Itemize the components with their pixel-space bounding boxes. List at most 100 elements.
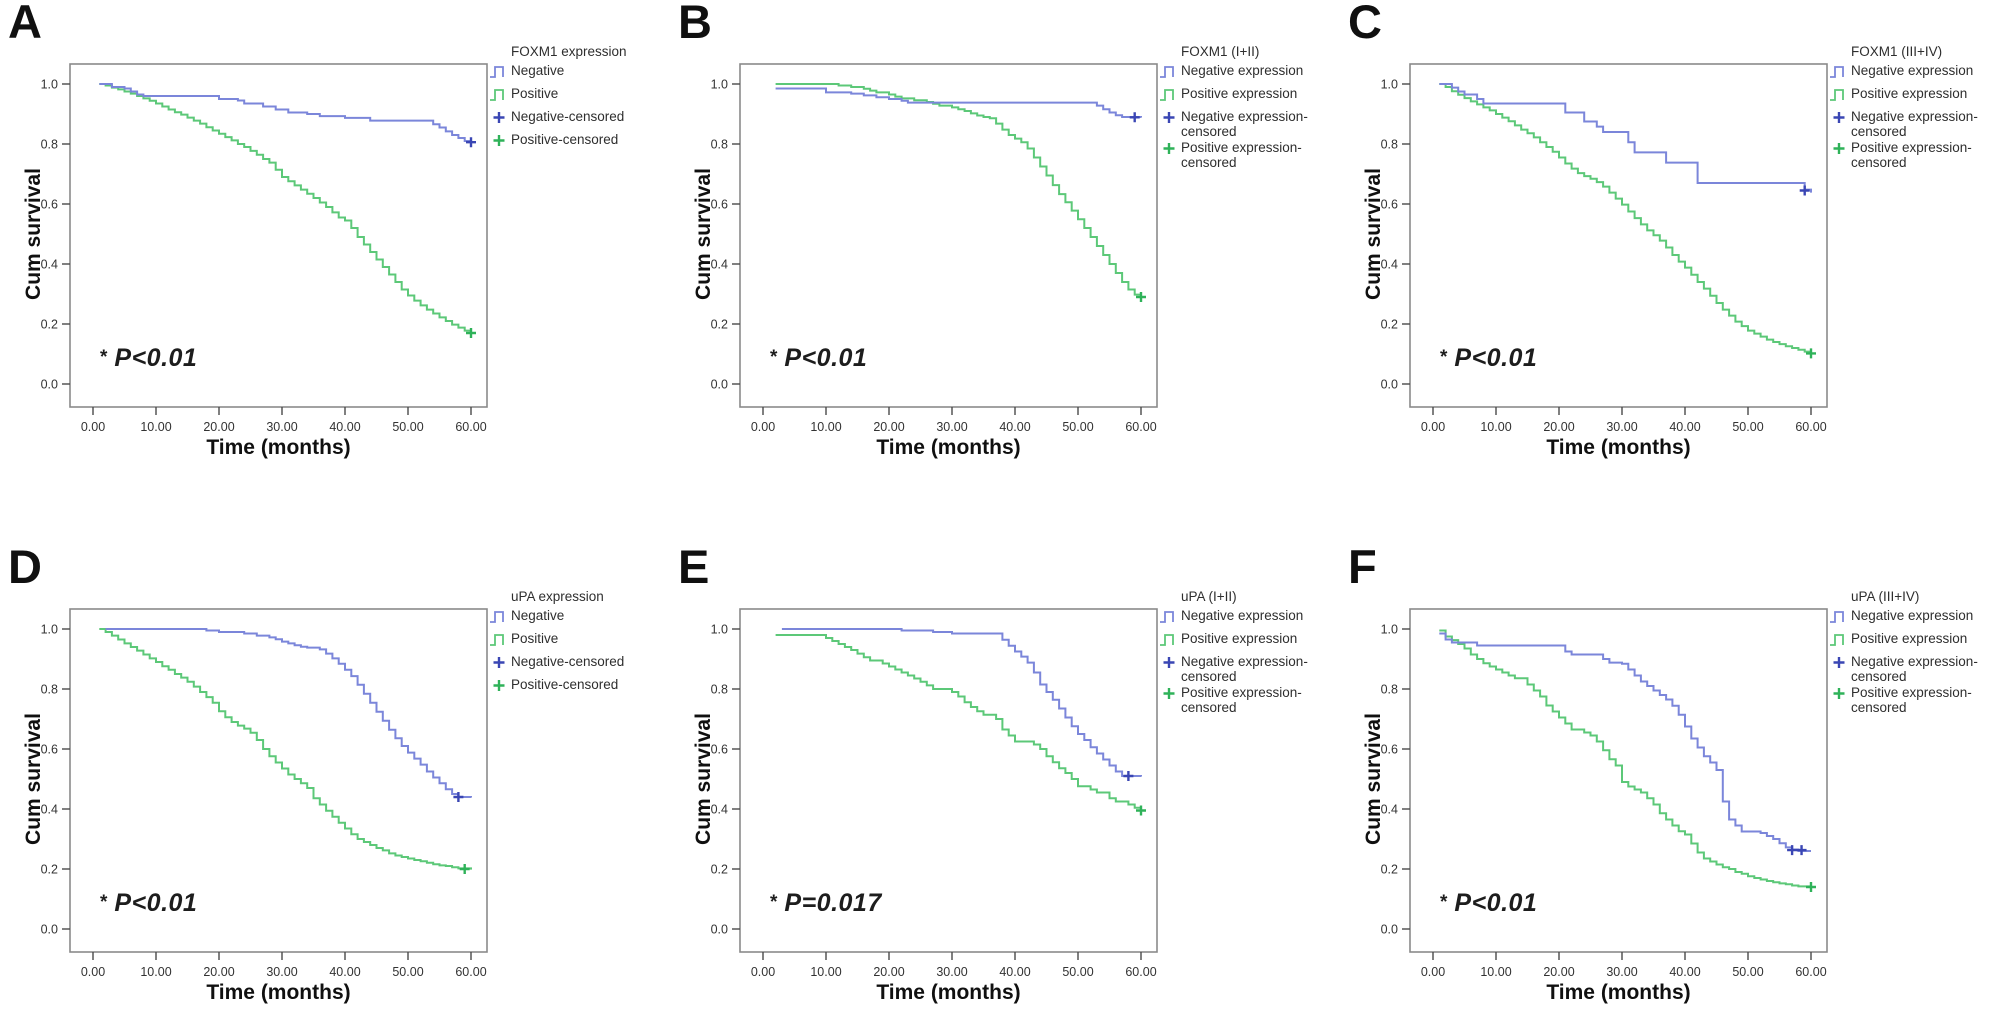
legend-glyph <box>489 631 511 653</box>
x-axis-title: Time (months) <box>206 981 351 1004</box>
km-plot: 0.0 0.2 0.4 0.6 0.8 1.0 0.00 10.00 20.00 30.00 40.… <box>711 608 1158 979</box>
panel-letter: E <box>678 540 711 593</box>
survival-curve-negative <box>1439 83 1812 193</box>
y-tick-label: 1.0 <box>41 623 58 637</box>
positive-censored-plus-icon <box>493 680 505 691</box>
x-tick-label: 20.00 <box>203 420 234 434</box>
x-tick-label: 10.00 <box>810 965 841 979</box>
y-tick-label: 0.0 <box>1381 378 1398 392</box>
y-tick-label: 0.4 <box>1381 803 1398 817</box>
positive-step-line-icon <box>1830 89 1844 101</box>
legend-item-label: Negative expression <box>1851 63 1974 78</box>
legend-glyph <box>1829 631 1851 653</box>
x-tick-label: 60.00 <box>455 965 486 979</box>
positive-censored-plus-icon <box>1163 688 1175 700</box>
y-tick-label: 0.0 <box>41 923 58 937</box>
significance-asterisk: * <box>1440 347 1448 368</box>
survival-panel-A: A Cum survival 0.0 0.2 0.4 0.6 0.8 1.0 0.00 10.… <box>0 0 668 483</box>
negative-censored-plus-icon <box>493 657 505 668</box>
legend-item-label: Positive expression <box>1181 86 1298 101</box>
x-tick-label: 60.00 <box>1125 420 1156 434</box>
p-value-annotation: * P=0.017 <box>770 889 882 918</box>
legend-item: Positive expression <box>1159 86 1337 108</box>
censor-mark-positive <box>459 864 470 874</box>
censor-mark-negative <box>1129 112 1140 123</box>
legend: uPA (I+II) Negative expression Positive e… <box>1159 589 1337 716</box>
y-tick-label: 0.8 <box>1381 138 1398 152</box>
legend-item: Positive expression <box>1159 631 1337 653</box>
positive-censored-plus-icon <box>493 135 505 146</box>
legend: FOXM1 expression Negative Positive Negativ… <box>489 44 667 155</box>
legend-items: Negative expression Positive expression Ne… <box>1159 608 1337 715</box>
negative-step-line-icon <box>1160 611 1174 623</box>
x-tick-label: 20.00 <box>203 965 234 979</box>
legend-item: Positive-censored <box>489 132 667 154</box>
legend-item: Negative expression <box>1829 63 2007 85</box>
legend-item: Positive expression-censored <box>1829 685 2007 715</box>
legend-item: Positive <box>489 86 667 108</box>
panel-letter: B <box>678 0 713 48</box>
x-tick-label: 40.00 <box>1669 420 1700 434</box>
survival-curve-positive <box>1439 629 1812 888</box>
p-value-annotation: * P<0.01 <box>770 344 867 373</box>
legend-item: Negative expression-censored <box>1159 109 1337 139</box>
p-value-text: P<0.01 <box>1454 889 1538 917</box>
legend-item-label: Positive expression <box>1181 631 1298 646</box>
p-value-text: P<0.01 <box>784 344 868 372</box>
significance-asterisk: * <box>100 892 108 913</box>
legend-glyph <box>489 109 511 131</box>
legend-items: Negative expression Positive expression Ne… <box>1829 63 2007 170</box>
legend-item-label: Negative expression-censored <box>1851 109 1978 140</box>
x-tick-label: 60.00 <box>1795 965 1826 979</box>
legend-item: Negative-censored <box>489 109 667 131</box>
legend-item-label: Negative expression <box>1181 608 1304 623</box>
positive-step-line-icon <box>490 634 504 646</box>
x-tick-label: 40.00 <box>999 965 1030 979</box>
positive-censored-plus-icon <box>1833 143 1845 155</box>
x-tick-label: 50.00 <box>1732 420 1763 434</box>
legend-item: Negative expression-censored <box>1159 654 1337 684</box>
legend: uPA (III+IV) Negative expression Positive… <box>1829 589 2007 716</box>
legend-glyph <box>1159 63 1181 85</box>
legend-item-label: Positive <box>511 631 559 646</box>
negative-censored-plus-icon <box>493 112 505 123</box>
y-tick-label: 1.0 <box>1381 623 1398 637</box>
x-tick-label: 10.00 <box>1480 965 1511 979</box>
legend-item-label: Positive-censored <box>511 677 619 692</box>
x-tick-label: 20.00 <box>873 965 904 979</box>
km-plot: 0.0 0.2 0.4 0.6 0.8 1.0 0.00 10.00 20.00 30.00 40.… <box>1381 608 1828 979</box>
legend-item: Negative expression <box>1829 608 2007 630</box>
survival-curve-positive <box>775 634 1142 812</box>
x-tick-label: 30.00 <box>1606 420 1637 434</box>
negative-censored-plus-icon <box>1833 112 1845 123</box>
legend-item-label: Positive expression <box>1851 631 1968 646</box>
panel-letter: A <box>8 0 43 48</box>
plot-frame <box>69 63 488 408</box>
y-tick-label: 0.4 <box>41 803 58 817</box>
survival-curve-positive <box>99 628 472 870</box>
x-tick-label: 0.00 <box>751 420 775 434</box>
censor-mark-negative <box>466 137 476 148</box>
negative-censored-plus-icon <box>1163 657 1175 668</box>
y-tick-label: 0.0 <box>1381 923 1398 937</box>
y-tick-label: 1.0 <box>711 78 728 92</box>
x-tick-label: 30.00 <box>266 420 297 434</box>
y-tick-label: 0.2 <box>41 863 58 877</box>
censor-mark-positive <box>1136 292 1146 302</box>
legend: uPA expression Negative Positive Negative-… <box>489 589 667 700</box>
p-value-annotation: * P<0.01 <box>100 344 197 373</box>
censor-mark-positive <box>1806 348 1816 359</box>
x-tick-label: 0.00 <box>81 420 105 434</box>
x-tick-label: 0.00 <box>81 965 105 979</box>
legend-glyph <box>489 63 511 85</box>
censor-mark-negative <box>1787 845 1798 856</box>
legend-glyph <box>489 608 511 630</box>
y-tick-label: 0.6 <box>1381 743 1398 757</box>
legend-glyph <box>1829 63 1851 85</box>
significance-asterisk: * <box>770 347 778 368</box>
legend-item: Negative expression-censored <box>1829 654 2007 684</box>
censor-mark-negative <box>453 792 464 802</box>
legend-items: Negative expression Positive expression Ne… <box>1829 608 2007 715</box>
legend-glyph <box>489 677 511 699</box>
legend-item: Negative <box>489 63 667 85</box>
